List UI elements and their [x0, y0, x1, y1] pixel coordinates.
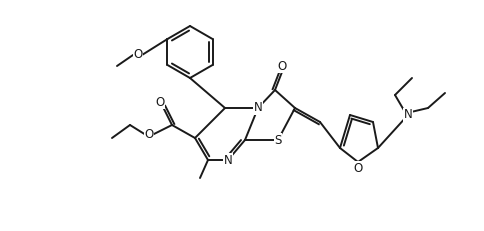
- Text: N: N: [253, 101, 262, 115]
- Text: O: O: [144, 128, 153, 142]
- Text: O: O: [353, 161, 362, 174]
- Text: O: O: [133, 49, 142, 61]
- Text: O: O: [277, 60, 286, 73]
- Text: O: O: [155, 95, 164, 109]
- Text: S: S: [274, 134, 281, 146]
- Text: N: N: [403, 109, 411, 122]
- Text: N: N: [223, 154, 232, 167]
